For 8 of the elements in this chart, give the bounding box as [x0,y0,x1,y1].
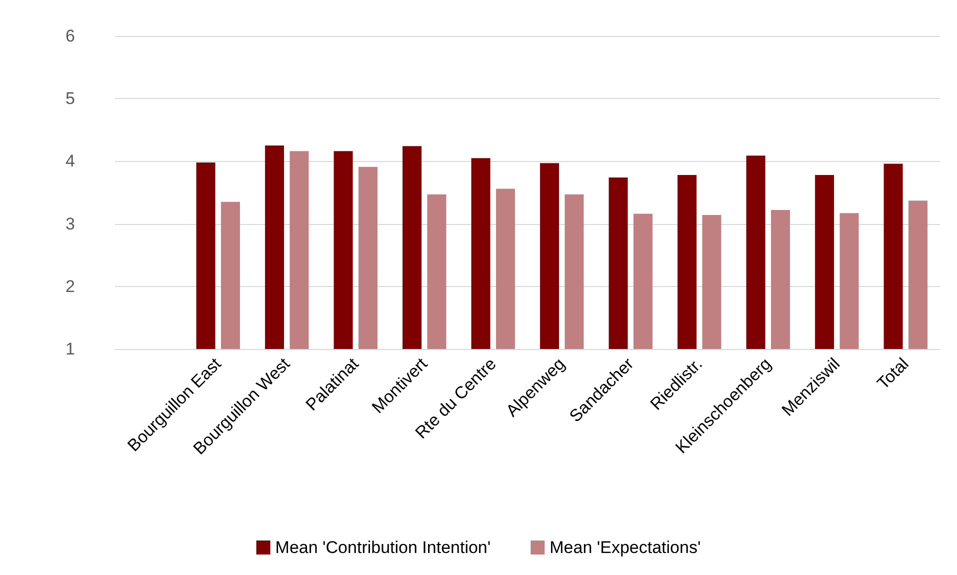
legend-label: Mean 'Expectations' [550,538,701,557]
y-tick-label: 1 [66,340,75,358]
y-tick-label: 4 [66,152,75,171]
legend-label: Mean 'Contribution Intention' [275,538,491,557]
y-tick-label: 6 [66,26,75,46]
y-tick-label: 5 [66,89,75,108]
y-tick-label: 3 [66,214,75,234]
y-tick-label: 2 [66,276,75,296]
